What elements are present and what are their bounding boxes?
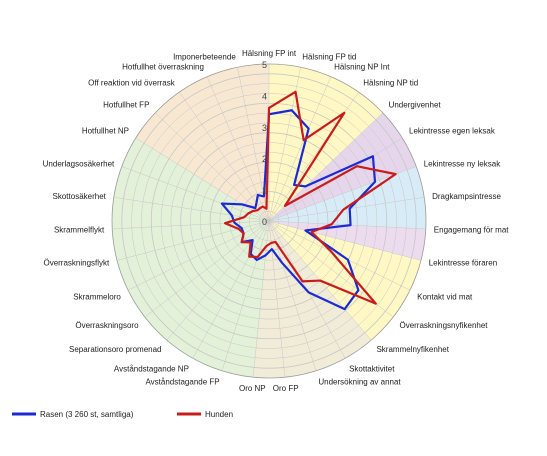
series-line-hunden [224, 90, 397, 305]
legend-label-rasen: Rasen (3 260 st, samtliga) [40, 410, 134, 419]
radial-tick-label: 3 [262, 123, 267, 133]
legend: Rasen (3 260 st, samtliga) Hunden [12, 410, 233, 419]
category-label: Överraskningsflykt [43, 258, 110, 267]
grid-spoke [268, 137, 403, 222]
category-label: Skottosäkerhet [53, 192, 107, 201]
series-lines [220, 90, 397, 311]
radial-tick-label: 4 [262, 91, 267, 101]
grid-spoke [116, 220, 270, 261]
category-label: Off reaktion vid överrask [88, 79, 176, 88]
radial-tick-labels: 0 1 2 3 4 5 [262, 60, 267, 227]
grid-spoke [268, 220, 422, 261]
category-label: Överraskningsnyfikenhet [399, 321, 488, 330]
category-label: Lekintresse ny leksak [424, 160, 501, 169]
grid-spoke [206, 76, 270, 222]
radial-tick-label: 1 [262, 186, 267, 196]
sector-background-6 [111, 137, 269, 378]
grid-spoke [112, 220, 270, 230]
grid-spoke [127, 220, 270, 291]
category-label: Underlagsosäkerhet [43, 160, 115, 169]
series-line-rasen [220, 109, 377, 311]
grid-spoke [135, 137, 270, 222]
category-label: Separationsoro promenad [69, 345, 162, 354]
sector-background-5 [253, 221, 372, 378]
grid-spoke [155, 112, 270, 222]
category-label: Engagemang för mat [434, 225, 509, 234]
grid-spoke [192, 220, 270, 359]
legend-label-hunden: Hunden [205, 410, 233, 419]
category-label: Oro FP [273, 384, 299, 393]
category-label: Hälsning FP int [242, 49, 297, 58]
category-label: Skrammelflykt [54, 225, 105, 234]
category-label: Undersökning av annat [318, 377, 401, 386]
sector-background-7 [135, 63, 269, 222]
category-label: Avståndstagande FP [145, 377, 219, 386]
category-label: Lekintresse egen leksak [409, 127, 496, 136]
grid-spoke [221, 220, 270, 371]
category-label: Skottaktivitet [349, 364, 395, 373]
grid-spoke [144, 220, 270, 318]
grid-spoke [268, 220, 317, 371]
grid-spoke [268, 220, 411, 291]
category-label: Lekintresse föraren [429, 258, 497, 267]
category-label: Oro NP [239, 384, 266, 393]
category-label: Imponerbeteende [173, 52, 236, 61]
category-label: Kontakt vid mat [417, 293, 473, 302]
grid-spoke [268, 220, 286, 378]
category-label: Överraskningsoro [75, 321, 139, 330]
category-label: Hälsning FP tid [302, 52, 356, 61]
grid-spoke [121, 166, 270, 222]
category-label: Undergivenhet [389, 100, 442, 109]
category-label: Skrammeloro [73, 293, 121, 302]
category-label: Hälsning NP tid [363, 79, 418, 88]
category-label: Avståndstagande NP [114, 364, 189, 373]
category-label: Dragkampsintresse [432, 192, 501, 201]
category-label: Hotfullhet NP [82, 127, 129, 136]
category-label: Hotfullhet FP [103, 100, 149, 109]
category-label: Hälsning NP Int [334, 62, 390, 71]
grid-spoke [179, 91, 270, 222]
radial-tick-label: 2 [262, 154, 267, 164]
radial-tick-label: 5 [262, 60, 267, 70]
radial-tick-label: 0 [262, 217, 267, 227]
grid-spoke [268, 196, 425, 222]
grid-spoke [268, 76, 332, 222]
category-label: Hotfullhet överraskning [122, 62, 204, 71]
category-label: Skrammelnyfikenhet [376, 345, 449, 354]
